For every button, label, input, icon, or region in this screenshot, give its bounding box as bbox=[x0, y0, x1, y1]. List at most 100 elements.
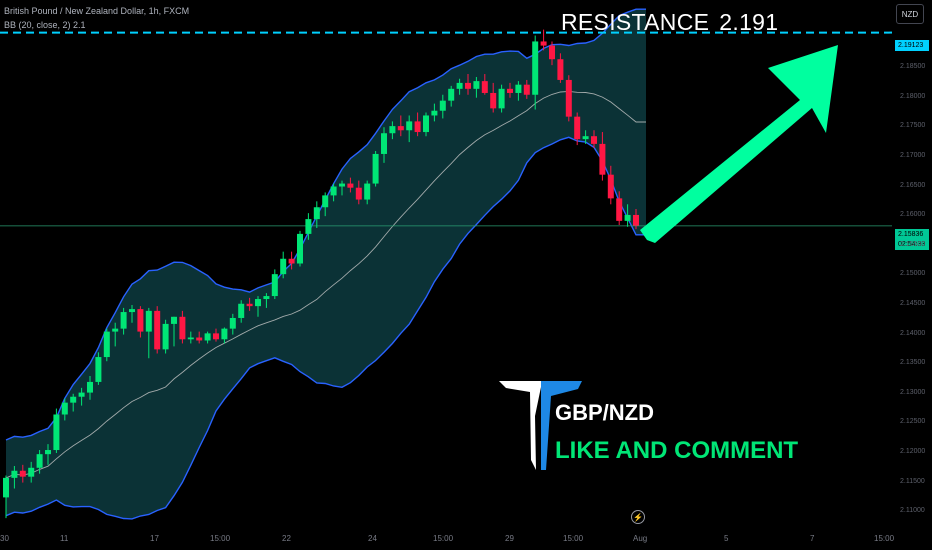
y-tick-label: 2.14500 bbox=[900, 299, 926, 307]
candle-down bbox=[196, 337, 203, 341]
candle-up bbox=[221, 328, 228, 340]
candle-up bbox=[381, 133, 387, 154]
candle-up bbox=[280, 258, 287, 275]
candle-up bbox=[145, 310, 152, 332]
candle-up bbox=[3, 477, 9, 498]
candle-up bbox=[36, 454, 43, 468]
x-tick-label: 15:00 bbox=[874, 534, 895, 543]
candle-down bbox=[465, 82, 471, 89]
y-tick-label: 2.12000 bbox=[900, 447, 926, 455]
candle-down bbox=[288, 258, 295, 264]
candle-up bbox=[53, 414, 60, 451]
x-tick-label: Aug bbox=[633, 534, 648, 543]
current-price-value: 2.15836 bbox=[898, 231, 924, 238]
candle-up bbox=[330, 186, 337, 196]
x-tick-label: 17 bbox=[150, 534, 159, 543]
x-tick-label: 7 bbox=[810, 534, 815, 543]
candle-up bbox=[339, 183, 345, 187]
candle-down bbox=[347, 183, 354, 188]
candle-up bbox=[473, 81, 480, 89]
candle-up bbox=[515, 84, 522, 93]
y-tick-label: 2.11500 bbox=[900, 477, 925, 485]
y-tick-label: 2.18000 bbox=[900, 92, 926, 100]
candle-down bbox=[633, 214, 639, 226]
candle-down bbox=[540, 41, 547, 46]
currency-button[interactable]: NZD bbox=[896, 4, 924, 24]
candle-up bbox=[532, 41, 539, 95]
candle-up bbox=[297, 233, 303, 264]
x-tick-label: 15:00 bbox=[563, 534, 584, 543]
candle-down bbox=[481, 81, 488, 93]
candle-up bbox=[322, 195, 329, 208]
up-arrow-icon bbox=[640, 45, 838, 243]
x-tick-label: 5 bbox=[724, 534, 729, 543]
candle-up bbox=[423, 115, 429, 133]
candle-up bbox=[364, 183, 371, 200]
candle-up bbox=[87, 381, 93, 393]
y-tick-label: 2.12500 bbox=[900, 418, 926, 426]
candle-down bbox=[246, 303, 253, 307]
y-tick-label: 2.17500 bbox=[900, 122, 926, 130]
candle-down bbox=[137, 309, 144, 332]
candle-down bbox=[154, 310, 161, 350]
candle-up bbox=[28, 467, 35, 477]
candles-group bbox=[3, 29, 639, 519]
logo-blue-stroke bbox=[541, 381, 582, 470]
x-tick-label: 11 bbox=[60, 534, 69, 543]
candle-down bbox=[523, 84, 530, 95]
candle-up bbox=[70, 396, 77, 403]
candle-down bbox=[599, 143, 606, 175]
candle-down bbox=[414, 121, 421, 133]
bollinger-band-fill bbox=[6, 9, 646, 519]
resistance-annotation: RESISTANCE 2.191 bbox=[561, 9, 778, 36]
candle-up bbox=[406, 121, 413, 131]
candle-up bbox=[448, 88, 455, 101]
candle-up bbox=[372, 153, 379, 184]
candle-up bbox=[78, 392, 85, 397]
pair-label: GBP/NZD bbox=[555, 400, 654, 425]
resistance-value: 2.191 bbox=[719, 9, 779, 35]
y-tick-label: 2.16000 bbox=[900, 211, 926, 219]
candle-up bbox=[129, 309, 135, 313]
x-tick-label: 30 bbox=[0, 534, 9, 543]
resistance-label: RESISTANCE bbox=[561, 9, 710, 35]
candle-up bbox=[61, 402, 68, 415]
candle-up bbox=[11, 470, 18, 478]
bollinger-lower-line bbox=[5, 136, 646, 520]
indicator-legend: BB (20, close, 2) 2.1 bbox=[4, 20, 86, 30]
candle-up bbox=[120, 312, 127, 329]
candle-up bbox=[229, 317, 236, 329]
candle-up bbox=[439, 100, 446, 111]
candle-down bbox=[616, 198, 623, 221]
logo-icon bbox=[499, 381, 582, 470]
x-tick-label: 24 bbox=[368, 534, 377, 543]
y-tick-label: 2.18500 bbox=[900, 63, 926, 71]
candle-down bbox=[557, 59, 564, 80]
candle-up bbox=[238, 303, 245, 318]
candle-up bbox=[95, 357, 102, 382]
logo-white-stroke bbox=[499, 381, 541, 470]
candle-down bbox=[213, 333, 219, 340]
candle-up bbox=[456, 82, 463, 89]
candle-down bbox=[19, 470, 26, 477]
bollinger-basis-line bbox=[5, 90, 646, 479]
y-tick-label: 2.15000 bbox=[900, 270, 926, 278]
x-tick-label: 22 bbox=[282, 534, 291, 543]
candle-down bbox=[397, 126, 404, 131]
symbol-title: British Pound / New Zealand Dollar, 1h, … bbox=[4, 6, 190, 16]
candle-up bbox=[263, 296, 270, 300]
y-tick-label: 2.13000 bbox=[900, 388, 926, 396]
candle-up bbox=[582, 136, 589, 140]
candle-up bbox=[204, 333, 211, 341]
countdown-value: 02:54:33 bbox=[898, 241, 926, 248]
candle-up bbox=[498, 88, 505, 109]
lightning-icon[interactable]: ⚡ bbox=[631, 510, 645, 524]
x-tick-label: 15:00 bbox=[210, 534, 231, 543]
candle-up bbox=[305, 219, 312, 234]
x-tick-label: 29 bbox=[505, 534, 514, 543]
candle-up bbox=[103, 331, 110, 358]
resistance-price-tag: 2.19123 bbox=[895, 40, 929, 51]
y-tick-label: 2.13500 bbox=[900, 359, 926, 367]
candle-up bbox=[255, 299, 261, 307]
